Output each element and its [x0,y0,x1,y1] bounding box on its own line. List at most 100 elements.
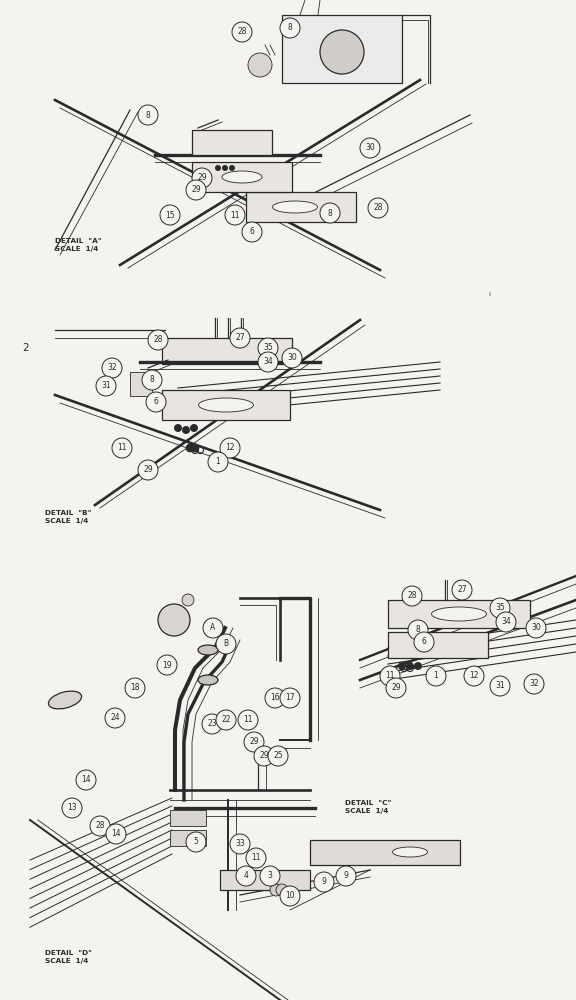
Circle shape [524,674,544,694]
Circle shape [229,165,235,171]
Bar [170,810,206,826]
Circle shape [182,426,190,434]
Text: 17: 17 [285,694,295,702]
Circle shape [102,358,122,378]
Ellipse shape [198,645,218,655]
Circle shape [90,816,110,836]
Text: DETAIL  "B"
SCALE  1/4: DETAIL "B" SCALE 1/4 [45,510,92,524]
Text: 29: 29 [143,466,153,475]
Circle shape [490,598,510,618]
Circle shape [265,688,285,708]
Text: DETAIL  "A"
SCALE  1/4: DETAIL "A" SCALE 1/4 [55,238,101,252]
Circle shape [402,586,422,606]
Text: 28: 28 [153,336,163,344]
Text: 19: 19 [162,660,172,670]
Text: 28: 28 [95,822,105,830]
Circle shape [146,392,166,412]
Text: 14: 14 [111,830,121,838]
Text: 29: 29 [249,738,259,746]
Circle shape [282,348,302,368]
Circle shape [490,676,510,696]
Text: DETAIL  "D"
SCALE  1/4: DETAIL "D" SCALE 1/4 [45,950,92,964]
Bar [388,632,488,658]
Text: 30: 30 [365,143,375,152]
Ellipse shape [392,847,427,857]
Circle shape [208,452,228,472]
Text: 24: 24 [110,714,120,722]
Bar [130,372,152,396]
Circle shape [105,708,125,728]
Text: A: A [210,624,215,633]
Text: 2: 2 [22,343,29,353]
Text: 3: 3 [268,871,272,880]
Text: 16: 16 [270,694,280,702]
Ellipse shape [48,691,82,709]
Circle shape [202,714,222,734]
Text: 34: 34 [501,617,511,626]
Circle shape [182,594,194,606]
Text: 1: 1 [215,458,221,466]
Text: 27: 27 [235,334,245,342]
Circle shape [190,424,198,432]
Text: 8: 8 [328,209,332,218]
Text: 1: 1 [434,672,438,680]
Text: 32: 32 [107,363,117,372]
Text: 11: 11 [230,211,240,220]
Bar [170,830,206,846]
Circle shape [112,438,132,458]
Circle shape [368,198,388,218]
Circle shape [148,330,168,350]
Circle shape [96,376,116,396]
Text: 29: 29 [391,684,401,692]
Text: 25: 25 [273,752,283,760]
Text: 9: 9 [321,878,327,886]
Circle shape [280,18,300,38]
Text: 8: 8 [146,110,150,119]
Circle shape [203,618,223,638]
Bar [192,162,292,192]
Bar [220,870,310,890]
Text: 8: 8 [416,626,420,635]
Circle shape [138,460,158,480]
Text: 9: 9 [343,871,348,880]
Text: 31: 31 [101,381,111,390]
Text: 28: 28 [407,591,417,600]
Text: 35: 35 [495,603,505,612]
Circle shape [186,180,206,200]
Text: 28: 28 [237,27,247,36]
Circle shape [220,438,240,458]
Circle shape [106,824,126,844]
Text: 6: 6 [249,228,255,236]
Circle shape [215,165,221,171]
Text: 11: 11 [118,444,127,452]
Circle shape [314,872,334,892]
Text: 14: 14 [81,776,91,784]
Bar [192,130,272,155]
Circle shape [320,203,340,223]
Circle shape [191,444,199,452]
Circle shape [174,424,182,432]
Circle shape [186,832,206,852]
Circle shape [380,666,400,686]
Circle shape [414,632,434,652]
Text: 22: 22 [221,716,231,724]
Circle shape [254,746,274,766]
Circle shape [258,338,278,358]
Bar [282,15,402,83]
Circle shape [192,168,212,188]
Circle shape [320,30,364,74]
Ellipse shape [272,201,317,213]
Circle shape [244,732,264,752]
Circle shape [280,688,300,708]
Circle shape [386,678,406,698]
Circle shape [398,662,406,670]
Text: 12: 12 [225,444,235,452]
Ellipse shape [431,607,487,621]
Text: 23: 23 [207,720,217,728]
Circle shape [408,620,428,640]
Text: 29: 29 [197,174,207,182]
Text: 10: 10 [285,892,295,900]
Circle shape [248,53,272,77]
Text: 28: 28 [373,204,382,213]
Circle shape [230,328,250,348]
